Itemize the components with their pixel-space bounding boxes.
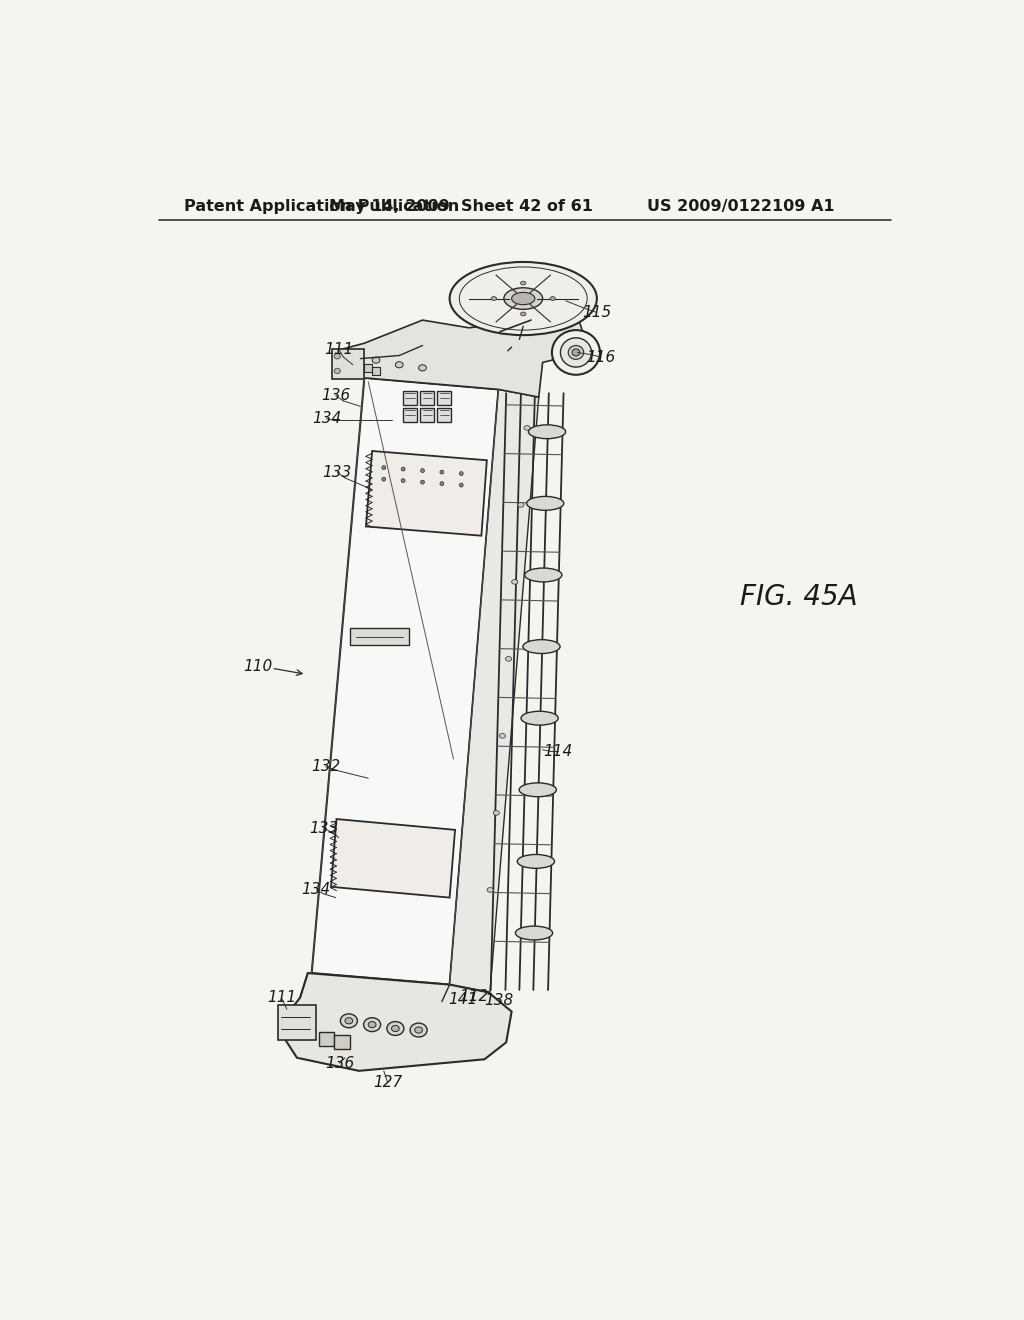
Ellipse shape bbox=[401, 467, 406, 471]
Ellipse shape bbox=[369, 1022, 376, 1028]
Text: 116: 116 bbox=[586, 350, 615, 364]
FancyBboxPatch shape bbox=[318, 1032, 334, 1047]
FancyBboxPatch shape bbox=[403, 408, 417, 422]
Ellipse shape bbox=[460, 483, 463, 487]
Text: 133: 133 bbox=[323, 465, 352, 480]
Ellipse shape bbox=[512, 293, 535, 305]
Text: 111: 111 bbox=[325, 342, 353, 356]
Text: 127: 127 bbox=[373, 1074, 402, 1090]
Ellipse shape bbox=[524, 425, 530, 430]
Ellipse shape bbox=[410, 1023, 427, 1038]
Ellipse shape bbox=[515, 927, 553, 940]
Ellipse shape bbox=[524, 568, 562, 582]
Polygon shape bbox=[331, 818, 455, 898]
FancyBboxPatch shape bbox=[365, 364, 372, 372]
Ellipse shape bbox=[450, 261, 597, 335]
Text: 111: 111 bbox=[267, 990, 296, 1006]
Ellipse shape bbox=[520, 312, 526, 315]
Polygon shape bbox=[283, 973, 512, 1071]
Ellipse shape bbox=[528, 425, 565, 438]
Text: 112: 112 bbox=[459, 989, 488, 1003]
Ellipse shape bbox=[517, 854, 554, 869]
Ellipse shape bbox=[440, 470, 443, 474]
Ellipse shape bbox=[345, 1018, 352, 1024]
FancyBboxPatch shape bbox=[332, 350, 365, 379]
Ellipse shape bbox=[364, 1018, 381, 1032]
Text: 141: 141 bbox=[449, 991, 477, 1007]
Ellipse shape bbox=[572, 348, 580, 356]
Text: May 14, 2009  Sheet 42 of 61: May 14, 2009 Sheet 42 of 61 bbox=[330, 198, 593, 214]
Ellipse shape bbox=[421, 480, 424, 484]
Text: 115: 115 bbox=[583, 305, 611, 319]
Ellipse shape bbox=[568, 346, 584, 359]
FancyBboxPatch shape bbox=[372, 367, 380, 375]
Ellipse shape bbox=[460, 471, 463, 475]
Ellipse shape bbox=[387, 1022, 403, 1035]
Ellipse shape bbox=[401, 479, 406, 483]
Ellipse shape bbox=[520, 281, 526, 285]
Ellipse shape bbox=[334, 354, 340, 359]
Text: US 2009/0122109 A1: US 2009/0122109 A1 bbox=[647, 198, 835, 214]
Ellipse shape bbox=[421, 469, 424, 473]
Ellipse shape bbox=[391, 1026, 399, 1032]
Polygon shape bbox=[336, 313, 586, 397]
Text: Patent Application Publication: Patent Application Publication bbox=[183, 198, 459, 214]
Ellipse shape bbox=[487, 887, 494, 892]
Ellipse shape bbox=[512, 579, 518, 585]
FancyBboxPatch shape bbox=[403, 391, 417, 405]
Text: 114: 114 bbox=[544, 743, 572, 759]
Text: 133: 133 bbox=[309, 821, 339, 836]
Ellipse shape bbox=[521, 711, 558, 725]
FancyBboxPatch shape bbox=[278, 1006, 316, 1040]
Ellipse shape bbox=[340, 1014, 357, 1028]
Ellipse shape bbox=[518, 503, 524, 507]
Ellipse shape bbox=[415, 1027, 423, 1034]
Ellipse shape bbox=[500, 734, 506, 738]
FancyBboxPatch shape bbox=[437, 391, 452, 405]
Polygon shape bbox=[450, 389, 539, 993]
Ellipse shape bbox=[395, 362, 403, 368]
Ellipse shape bbox=[552, 330, 600, 375]
FancyBboxPatch shape bbox=[334, 1035, 349, 1048]
Ellipse shape bbox=[419, 364, 426, 371]
Polygon shape bbox=[366, 451, 486, 536]
Ellipse shape bbox=[506, 656, 512, 661]
Ellipse shape bbox=[382, 478, 386, 480]
Ellipse shape bbox=[372, 358, 380, 363]
Ellipse shape bbox=[440, 482, 443, 486]
Ellipse shape bbox=[523, 640, 560, 653]
Ellipse shape bbox=[550, 297, 555, 301]
FancyBboxPatch shape bbox=[350, 628, 409, 645]
Text: 136: 136 bbox=[322, 388, 350, 403]
FancyBboxPatch shape bbox=[420, 391, 434, 405]
Ellipse shape bbox=[504, 288, 543, 309]
Ellipse shape bbox=[382, 466, 386, 470]
FancyBboxPatch shape bbox=[420, 408, 434, 422]
Text: 134: 134 bbox=[311, 411, 341, 426]
Ellipse shape bbox=[334, 368, 340, 374]
Text: FIG. 45A: FIG. 45A bbox=[740, 583, 858, 611]
Ellipse shape bbox=[519, 783, 556, 797]
Ellipse shape bbox=[492, 297, 497, 301]
Text: 134: 134 bbox=[302, 882, 331, 898]
Polygon shape bbox=[311, 378, 499, 985]
Ellipse shape bbox=[494, 810, 500, 816]
FancyBboxPatch shape bbox=[437, 408, 452, 422]
Ellipse shape bbox=[560, 338, 592, 367]
Text: 110: 110 bbox=[244, 659, 272, 675]
Text: 138: 138 bbox=[483, 993, 513, 1008]
Text: 136: 136 bbox=[325, 1056, 354, 1071]
Text: 132: 132 bbox=[311, 759, 340, 775]
Ellipse shape bbox=[526, 496, 564, 511]
